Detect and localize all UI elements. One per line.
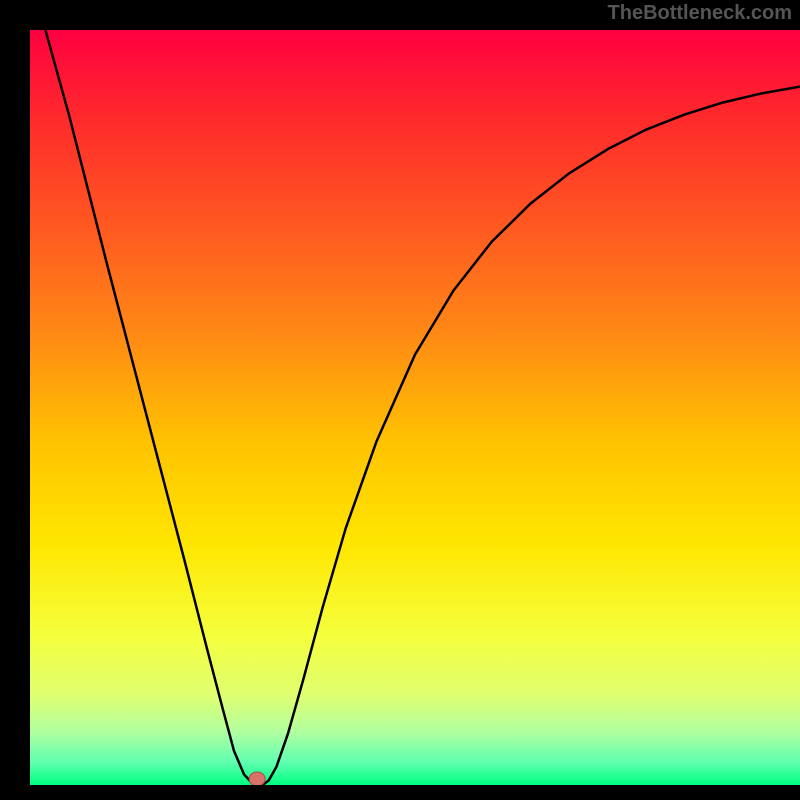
chart-svg <box>30 30 800 785</box>
chart-plot-area <box>30 30 800 785</box>
optimal-point-marker <box>249 772 265 785</box>
watermark-text: TheBottleneck.com <box>608 2 792 25</box>
